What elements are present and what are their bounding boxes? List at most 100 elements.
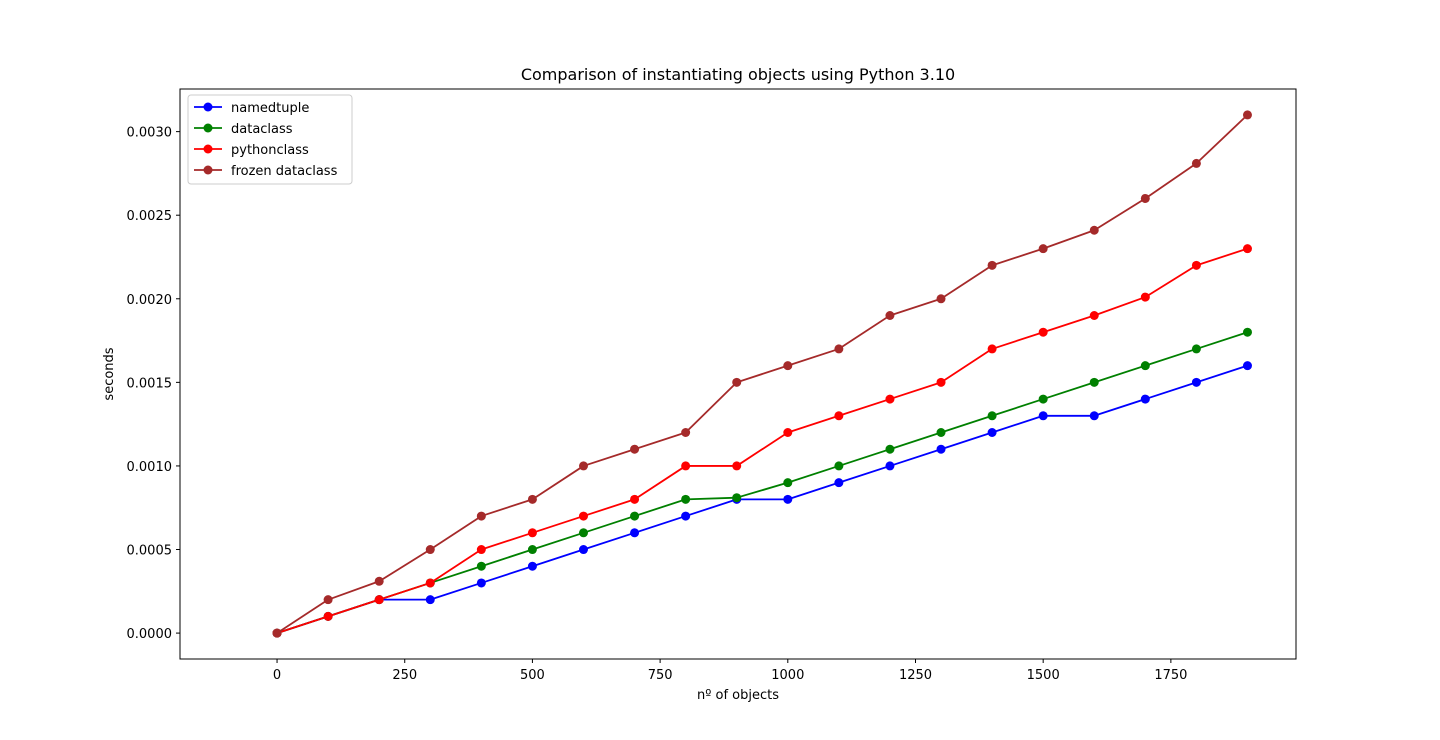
data-point-dataclass <box>578 528 588 538</box>
data-point-frozen-dataclass <box>527 494 537 504</box>
data-point-dataclass <box>936 428 946 438</box>
data-point-namedtuple <box>987 428 997 438</box>
series-line-namedtuple <box>276 364 1248 634</box>
data-point-namedtuple <box>630 528 640 538</box>
data-point-dataclass <box>1038 394 1048 404</box>
data-point-namedtuple <box>885 461 895 471</box>
data-point-frozen-dataclass <box>885 310 895 320</box>
data-point-frozen-dataclass <box>1242 110 1252 120</box>
data-point-pythonclass <box>527 528 537 538</box>
legend-box <box>187 94 353 185</box>
data-point-namedtuple <box>425 595 435 605</box>
data-point-frozen-dataclass <box>1191 158 1201 168</box>
data-point-frozen-dataclass <box>578 461 588 471</box>
data-point-frozen-dataclass <box>681 428 691 438</box>
x-axis-label: nº of objects <box>697 688 779 703</box>
data-point-frozen-dataclass <box>834 344 844 354</box>
x-tick-label: 1000 <box>771 668 804 683</box>
data-point-pythonclass <box>1242 244 1252 254</box>
data-point-pythonclass <box>834 411 844 421</box>
x-tick-label: 1500 <box>1027 668 1060 683</box>
data-point-pythonclass <box>885 394 895 404</box>
data-point-namedtuple <box>527 561 537 571</box>
legend-marker-frozen-dataclass <box>203 165 213 175</box>
axes: 0 250 500 750 1000 1250 1500 1750 0.0000 0.0005 0.… <box>127 126 1188 683</box>
data-point-namedtuple <box>1038 411 1048 421</box>
series-pythonclass <box>272 244 1252 638</box>
legend-label-dataclass: dataclass <box>231 122 293 137</box>
data-point-frozen-dataclass <box>272 628 282 638</box>
y-tick-label: 0.0010 <box>127 460 173 475</box>
data-point-frozen-dataclass <box>476 511 486 521</box>
legend-marker-dataclass <box>203 123 213 133</box>
data-point-pythonclass <box>936 377 946 387</box>
data-point-frozen-dataclass <box>425 545 435 555</box>
data-point-dataclass <box>885 444 895 454</box>
data-point-namedtuple <box>578 545 588 555</box>
data-point-pythonclass <box>1140 292 1150 302</box>
x-tick-label: 500 <box>520 668 545 683</box>
data-point-dataclass <box>732 493 742 503</box>
data-point-pythonclass <box>323 611 333 621</box>
y-tick-label: 0.0005 <box>127 544 173 559</box>
x-tick-label: 750 <box>648 668 673 683</box>
data-point-dataclass <box>681 494 691 504</box>
legend-marker-namedtuple <box>203 102 213 112</box>
plot-content <box>272 110 1252 638</box>
y-tick-label: 0.0000 <box>127 627 173 642</box>
data-point-frozen-dataclass <box>1038 244 1048 254</box>
data-point-dataclass <box>476 561 486 571</box>
data-point-pythonclass <box>987 344 997 354</box>
data-point-dataclass <box>1191 344 1201 354</box>
data-point-dataclass <box>834 461 844 471</box>
series-line-dataclass <box>276 331 1248 634</box>
data-point-dataclass <box>630 511 640 521</box>
data-point-frozen-dataclass <box>936 294 946 304</box>
data-point-pythonclass <box>476 545 486 555</box>
y-axis-label: seconds <box>102 347 117 400</box>
y-tick-label: 0.0015 <box>127 376 173 391</box>
data-point-pythonclass <box>783 428 793 438</box>
data-point-frozen-dataclass <box>374 576 384 586</box>
data-point-frozen-dataclass <box>323 595 333 605</box>
legend-marker-pythonclass <box>203 144 213 154</box>
data-point-namedtuple <box>1242 361 1252 371</box>
data-point-frozen-dataclass <box>783 361 793 371</box>
data-point-dataclass <box>783 478 793 488</box>
data-point-frozen-dataclass <box>732 377 742 387</box>
y-tick-label: 0.0030 <box>127 126 173 141</box>
data-point-frozen-dataclass <box>1089 225 1099 235</box>
y-tick-label: 0.0025 <box>127 209 173 224</box>
x-tick-label: 1750 <box>1154 668 1187 683</box>
x-tick-label: 0 <box>273 668 281 683</box>
data-point-dataclass <box>1140 361 1150 371</box>
data-point-pythonclass <box>1089 310 1099 320</box>
legend-label-namedtuple: namedtuple <box>231 101 309 116</box>
data-point-dataclass <box>987 411 997 421</box>
data-point-namedtuple <box>681 511 691 521</box>
data-point-namedtuple <box>1140 394 1150 404</box>
data-point-pythonclass <box>732 461 742 471</box>
plot-frame <box>179 88 1297 660</box>
data-point-dataclass <box>527 545 537 555</box>
data-point-namedtuple <box>783 494 793 504</box>
data-point-pythonclass <box>578 511 588 521</box>
data-point-dataclass <box>1089 377 1099 387</box>
series-frozen-dataclass <box>272 110 1252 638</box>
legend-label-pythonclass: pythonclass <box>231 143 309 158</box>
data-point-frozen-dataclass <box>1140 193 1150 203</box>
data-point-namedtuple <box>936 444 946 454</box>
data-point-pythonclass <box>1191 260 1201 270</box>
x-tick-label: 1250 <box>899 668 932 683</box>
series-line-frozen-dataclass <box>276 114 1249 634</box>
data-point-frozen-dataclass <box>630 444 640 454</box>
data-point-namedtuple <box>1191 377 1201 387</box>
series-line-pythonclass <box>276 247 1248 634</box>
x-tick-label: 250 <box>392 668 417 683</box>
data-point-pythonclass <box>374 595 384 605</box>
data-point-pythonclass <box>630 494 640 504</box>
data-point-namedtuple <box>476 578 486 588</box>
data-point-namedtuple <box>1089 411 1099 421</box>
data-point-dataclass <box>1242 327 1252 337</box>
